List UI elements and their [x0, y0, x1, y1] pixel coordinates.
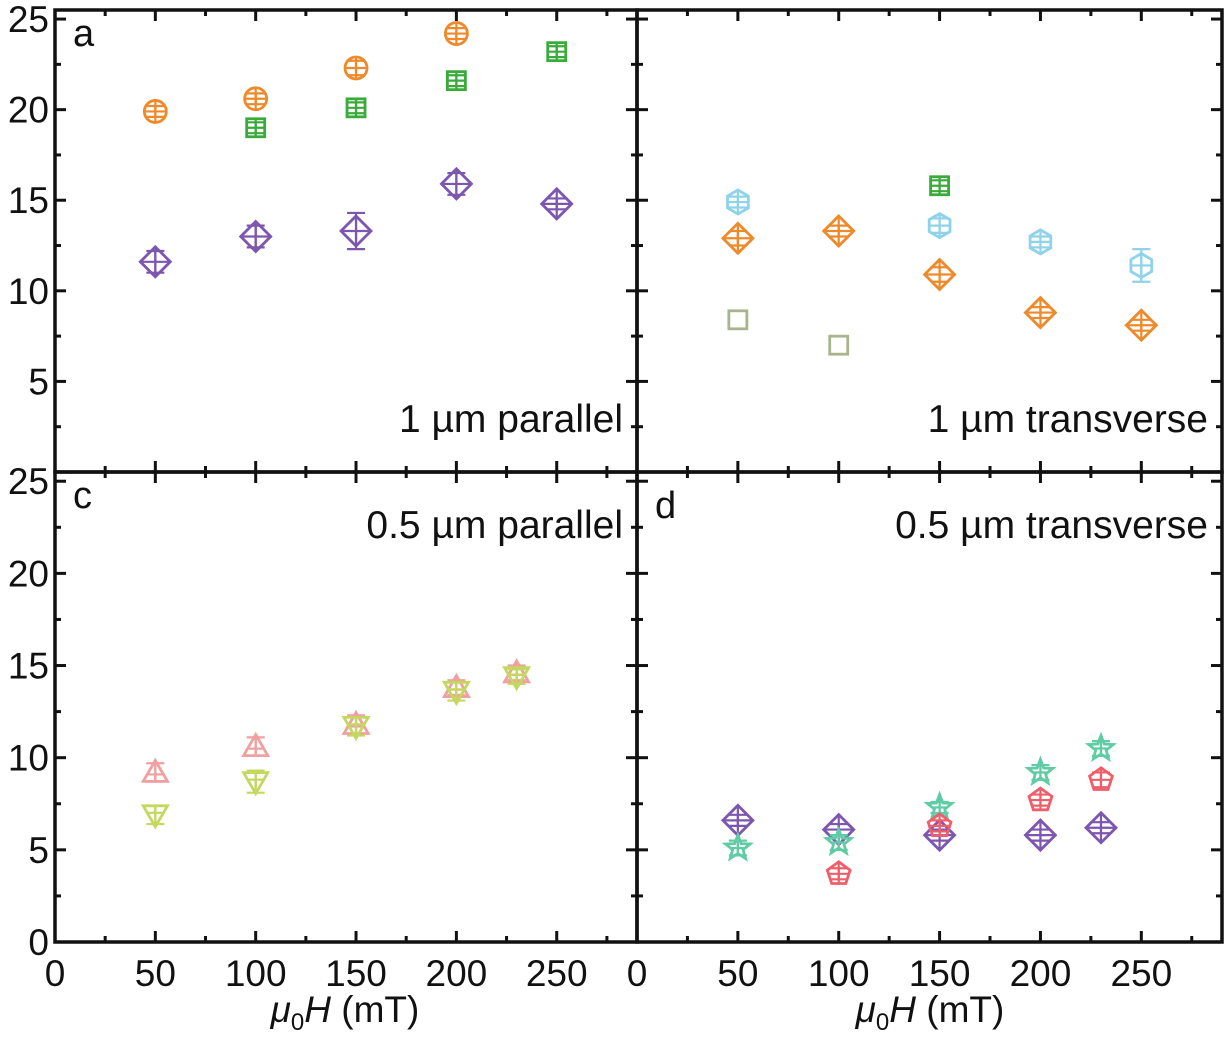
x-tick-label: 100 [225, 953, 287, 994]
series-s1 [726, 188, 1154, 283]
series-s1 [140, 658, 532, 783]
data-point-triangle-down [140, 804, 170, 830]
panel-b: 1 µm transverse [635, 8, 1224, 474]
x-axis-title: μ0H (mT) [270, 989, 420, 1036]
series-s3 [929, 175, 950, 197]
x-axis-title: μ0H (mT) [855, 989, 1005, 1036]
data-point-triangle-down [341, 716, 371, 742]
y-tick-label: 0 [28, 922, 49, 963]
y-tick-label: 15 [8, 180, 49, 221]
data-point-triangle-down [502, 666, 532, 692]
panel-d: 0 50 100 150 200 250 d 0.5 µm transverse [627, 470, 1224, 994]
x-tick-label: 200 [426, 953, 488, 994]
panel-letter: c [73, 475, 92, 517]
panel-caption: 1 µm transverse [928, 398, 1208, 441]
x-tick-label: 150 [325, 953, 387, 994]
x-tick-label: 250 [1110, 953, 1172, 994]
data-point-triangle-down [241, 771, 271, 797]
x-tick-label: 250 [526, 953, 588, 994]
panel-letter: d [655, 485, 676, 527]
panel-a: 5 10 15 20 25 a 1 µm parallel [8, 0, 639, 474]
series-s1 [720, 803, 1118, 853]
data-point-diamond [138, 244, 173, 279]
axis-symbol: μ [270, 989, 291, 1030]
data-point-diamond [1023, 818, 1058, 853]
data-point-triangle-down [441, 680, 471, 707]
axis-variable: H [889, 989, 916, 1030]
y-tick-label: 10 [8, 738, 49, 779]
series-s3 [138, 166, 574, 279]
data-point-diamond [539, 186, 574, 221]
y-tick-label: 20 [8, 90, 49, 131]
y-tick-label: 25 [8, 0, 49, 40]
panel-caption: 1 µm parallel [399, 398, 623, 441]
series-s1 [142, 21, 469, 124]
series-s2 [140, 666, 532, 830]
x-tick-label: 150 [909, 953, 971, 994]
x-tick-label: 0 [45, 953, 66, 994]
series-s2 [721, 731, 1118, 862]
panel-caption: 0.5 µm parallel [366, 504, 623, 547]
data-point-square-open [828, 334, 850, 356]
data-point-diamond [1023, 295, 1058, 330]
axis-variable: H [304, 989, 331, 1030]
data-point-diamond [339, 214, 373, 248]
series-s4 [727, 309, 850, 356]
panel-caption: 0.5 µm transverse [895, 504, 1208, 547]
x-tick-label: 100 [808, 953, 870, 994]
axis-unit: (mT) [331, 989, 419, 1030]
y-tick-label: 20 [8, 553, 49, 594]
data-point-square-open [727, 309, 749, 331]
y-tick-label: 5 [28, 830, 49, 871]
x-tick-label: 50 [135, 953, 176, 994]
x-tick-label: 50 [717, 953, 758, 994]
y-tick-label: 25 [8, 461, 49, 502]
axis-unit: (mT) [916, 989, 1004, 1030]
axis-subscript: 0 [876, 1009, 889, 1036]
data-point-diamond [1124, 308, 1159, 343]
x-tick-label: 200 [1010, 953, 1072, 994]
panel-letter: a [73, 13, 95, 55]
x-tick-label: 0 [627, 953, 648, 994]
panel-d-frame [635, 470, 1224, 944]
y-tick-label: 10 [8, 271, 49, 312]
axis-symbol: μ [855, 989, 876, 1030]
data-point-diamond [821, 812, 856, 847]
series-s2 [720, 214, 1159, 343]
y-tick-label: 5 [28, 361, 49, 402]
data-point-triangle-up [140, 757, 170, 783]
series-s2 [245, 41, 568, 139]
series-s3 [825, 766, 1115, 885]
y-tick-label: 15 [8, 646, 49, 687]
data-point-diamond [821, 214, 856, 248]
data-point-hexagon [1129, 251, 1154, 280]
axis-subscript: 0 [291, 1009, 304, 1036]
data-point-triangle-up [241, 731, 271, 757]
